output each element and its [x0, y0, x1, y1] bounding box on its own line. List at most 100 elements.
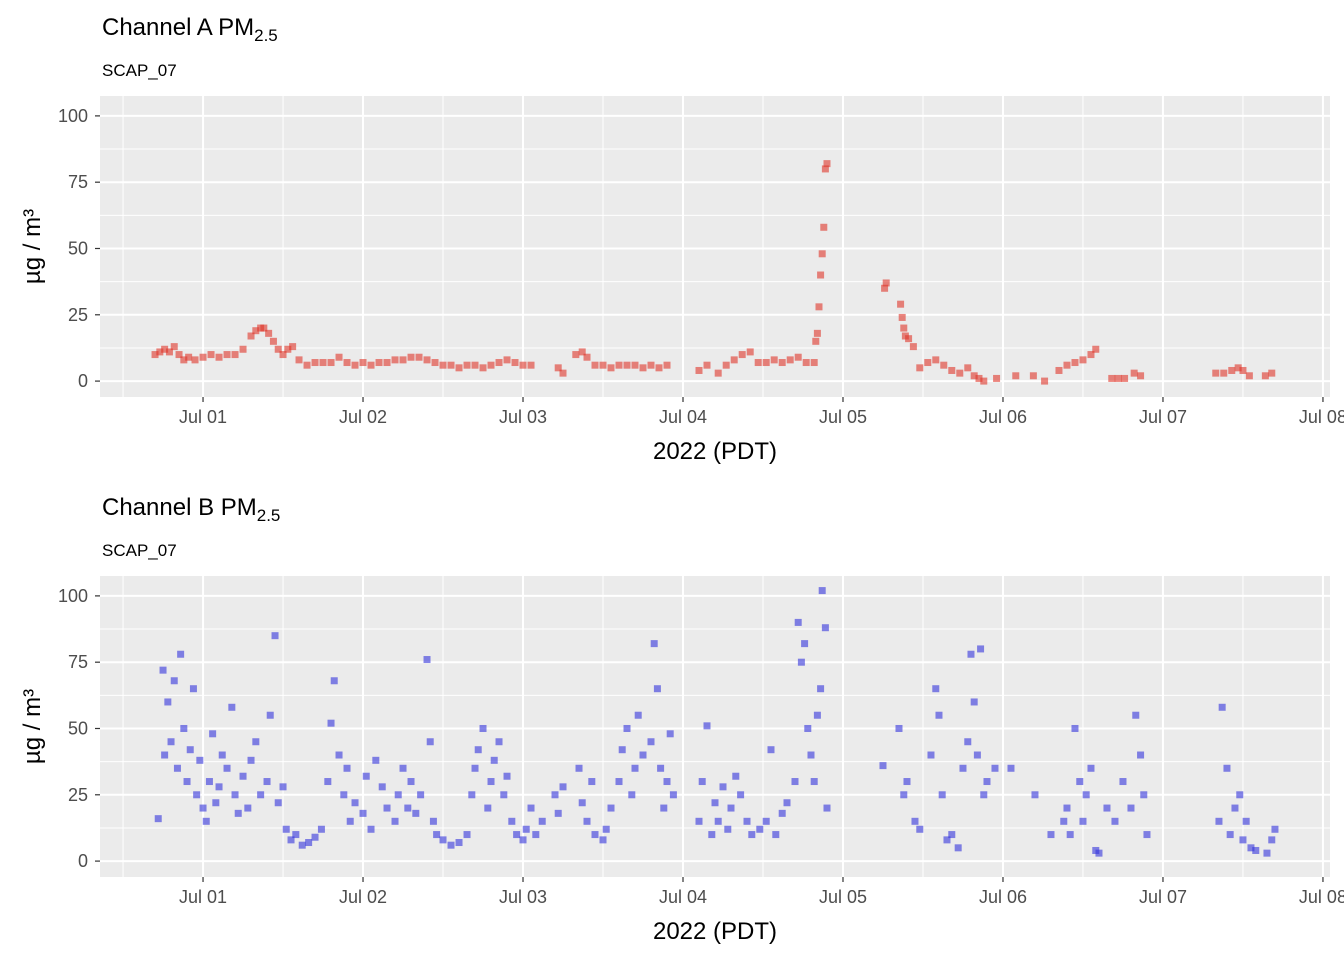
point [911, 817, 919, 825]
point [770, 356, 778, 364]
point [209, 730, 217, 738]
point [794, 353, 802, 361]
point [391, 817, 399, 825]
point [794, 618, 802, 626]
point [727, 804, 735, 812]
point [471, 764, 479, 772]
point [1220, 369, 1228, 377]
point [1215, 817, 1223, 825]
x-tick-label: Jul 03 [499, 887, 547, 907]
point [1121, 374, 1129, 382]
point [247, 756, 255, 764]
point [1137, 372, 1145, 380]
point [223, 764, 231, 772]
point [1247, 844, 1255, 852]
point [351, 799, 359, 807]
point [193, 791, 201, 799]
point [607, 364, 615, 372]
point [818, 587, 826, 595]
point [756, 825, 764, 833]
point [977, 645, 985, 653]
panel: Channel B PM2.5 SCAP_07 0 25 50 75 100 Jul 01 Ju… [19, 494, 1344, 945]
point [463, 831, 471, 839]
point [980, 377, 988, 385]
point [623, 724, 631, 732]
point [447, 841, 455, 849]
point [180, 356, 188, 364]
point [948, 831, 956, 839]
point [804, 724, 812, 732]
point [161, 345, 169, 353]
y-tick-label: 75 [68, 652, 88, 672]
point [191, 356, 199, 364]
point [607, 804, 615, 812]
point [231, 791, 239, 799]
point [263, 778, 271, 786]
chart-title: Channel B PM2.5 [102, 494, 280, 525]
y-axis-label: µg / m³ [19, 689, 46, 764]
point [412, 809, 420, 817]
point [1007, 764, 1015, 772]
point [1218, 703, 1226, 711]
point [474, 746, 482, 754]
point [935, 711, 943, 719]
point [578, 348, 586, 356]
point [202, 817, 210, 825]
point [924, 359, 932, 367]
point [650, 640, 658, 648]
point [719, 783, 727, 791]
point [1047, 831, 1055, 839]
point [335, 353, 343, 361]
point [588, 778, 596, 786]
point [519, 361, 527, 369]
point [559, 369, 567, 377]
point [900, 791, 908, 799]
point [714, 369, 722, 377]
point [500, 791, 508, 799]
point [932, 356, 940, 364]
point [252, 327, 260, 335]
point [282, 825, 290, 833]
point [959, 764, 967, 772]
point [783, 799, 791, 807]
point [1127, 804, 1135, 812]
point [319, 359, 327, 367]
point [738, 351, 746, 359]
point [247, 332, 255, 340]
point [1234, 364, 1242, 372]
point [433, 831, 441, 839]
point [311, 359, 319, 367]
point [1031, 791, 1039, 799]
point [993, 374, 1001, 382]
point [196, 756, 204, 764]
point [591, 831, 599, 839]
point [1137, 751, 1145, 759]
point [970, 372, 978, 380]
point [1060, 817, 1068, 825]
point [346, 817, 354, 825]
point [743, 817, 751, 825]
point [375, 359, 383, 367]
point [394, 791, 402, 799]
point [599, 836, 607, 844]
point [228, 703, 236, 711]
point [791, 778, 799, 786]
point [737, 791, 745, 799]
point [170, 343, 178, 351]
point [797, 658, 805, 666]
point [618, 746, 626, 754]
y-tick-label: 0 [78, 851, 88, 871]
point [897, 300, 905, 308]
point [1242, 817, 1250, 825]
point [559, 783, 567, 791]
point [551, 791, 559, 799]
point [623, 361, 631, 369]
point [802, 359, 810, 367]
x-tick-label: Jul 03 [499, 407, 547, 427]
point [1226, 831, 1234, 839]
point [964, 364, 972, 372]
x-tick-label: Jul 02 [339, 887, 387, 907]
point [271, 632, 279, 640]
point [423, 356, 431, 364]
